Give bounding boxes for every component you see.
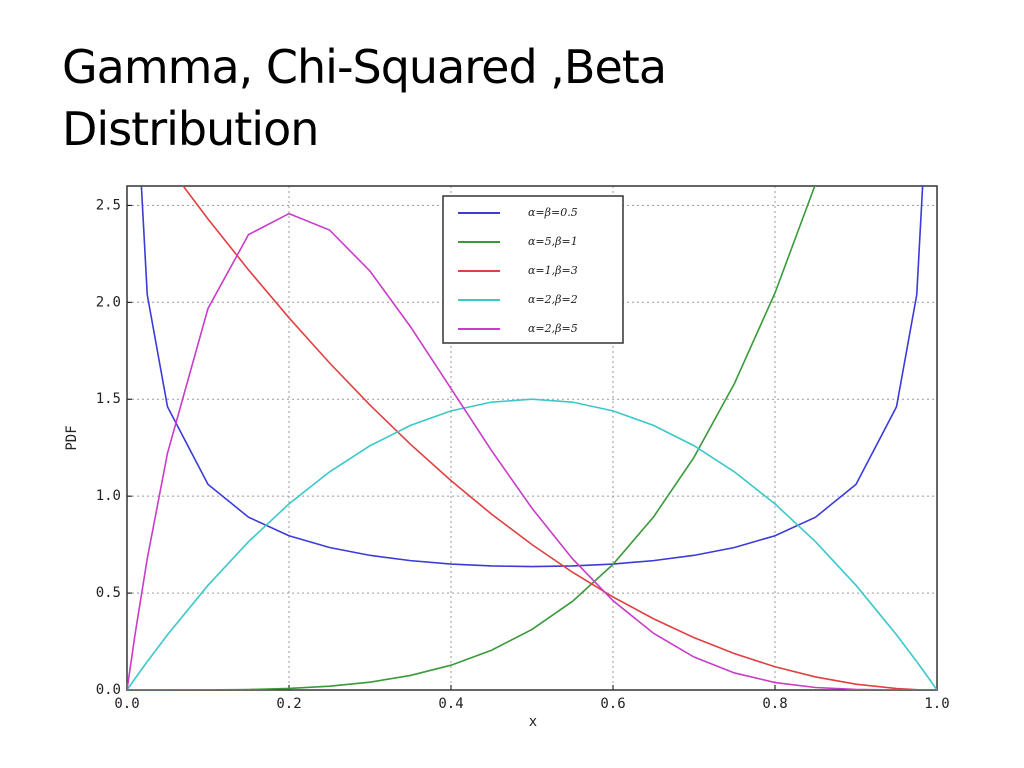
legend-label: α=2,β=5 [528,322,578,335]
legend-label: α=5,β=1 [528,235,578,248]
line [127,398,937,690]
plot-area [127,186,937,690]
line [127,186,816,690]
x-tick-label: 1.0 [924,696,949,712]
y-tick-label: 2.0 [96,294,121,310]
y-tick-label: 1.5 [96,391,121,407]
y-tick-label: 1.0 [96,488,121,504]
line [182,186,937,690]
y-axis-label: PDF [64,425,80,450]
legend-label: α=2,β=2 [528,293,578,306]
line [140,186,924,568]
x-tick-label: 0.2 [276,696,301,712]
slide-title: Gamma, Chi-Squared ,Beta Distribution [62,40,667,156]
legend-label: α=1,β=3 [528,264,578,277]
plot-frame [126,185,938,691]
y-tick-label: 0.5 [96,585,121,601]
y-tick-label: 2.5 [96,197,121,213]
legend-label: α=β=0.5 [528,206,578,219]
x-tick-label: 0.6 [600,696,625,712]
x-axis-label: x [529,714,537,730]
legend-box [442,195,624,344]
line [127,212,937,690]
y-tick-label: 0.0 [96,682,121,698]
x-tick-label: 0.4 [438,696,463,712]
x-tick-label: 0.8 [762,696,787,712]
x-tick-label: 0.0 [114,696,139,712]
